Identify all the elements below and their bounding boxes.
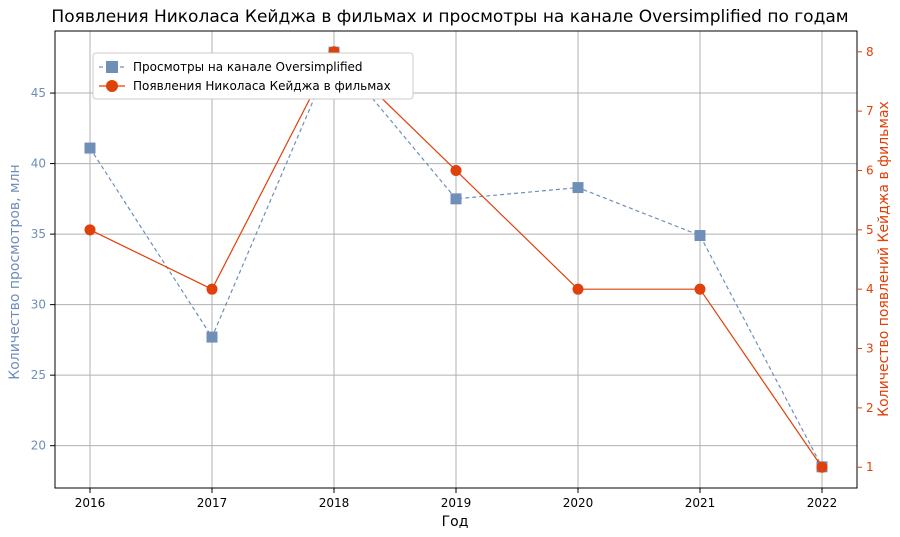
views-point: [84, 142, 96, 154]
y-right-tick-label: 3: [866, 342, 874, 356]
series-cage: [84, 46, 828, 473]
cage-point: [694, 283, 706, 295]
cage-point: [84, 224, 96, 236]
legend-item-cage: Появления Николаса Кейджа в фильмах: [99, 79, 391, 93]
x-tick-label: 2022: [807, 496, 838, 510]
y-right-tick-label: 7: [866, 104, 874, 118]
y-left-tick-label: 25: [31, 368, 46, 382]
y-right-tick-label: 5: [866, 223, 874, 237]
legend-item-views: Просмотры на канале Oversimplified: [99, 60, 363, 74]
y-right-tick-label: 4: [866, 282, 874, 296]
views-point: [572, 182, 584, 194]
cage-point: [450, 164, 462, 176]
views-point: [206, 331, 218, 343]
y-left-axis-label: Количество просмотров, млн: [7, 164, 23, 379]
y-right-tick-label: 6: [866, 163, 874, 177]
views-point: [694, 230, 706, 242]
x-axis-ticks: 2016 2017 2018 2019 2020 2021 2022: [75, 488, 838, 510]
y-right-tick-label: 2: [866, 401, 874, 415]
y-left-tick-label: 35: [31, 227, 46, 241]
y-right-axis-ticks: 1 2 3 4 5 6 7 8: [857, 45, 874, 474]
x-tick-label: 2021: [685, 496, 716, 510]
x-tick-label: 2018: [319, 496, 350, 510]
legend: Просмотры на канале Oversimplified Появл…: [92, 52, 414, 100]
grid: [55, 31, 857, 488]
y-right-tick-label: 8: [866, 45, 874, 59]
x-tick-label: 2020: [563, 496, 594, 510]
legend-marker-views: [106, 61, 118, 73]
y-left-tick-label: 40: [31, 157, 46, 171]
x-axis-label: Год: [442, 514, 469, 530]
legend-label-views: Просмотры на канале Oversimplified: [133, 60, 363, 74]
x-tick-label: 2016: [75, 496, 106, 510]
legend-box: [92, 52, 414, 100]
x-tick-label: 2017: [197, 496, 228, 510]
cage-point: [206, 283, 218, 295]
y-right-tick-label: 1: [866, 460, 874, 474]
x-tick-label: 2019: [441, 496, 472, 510]
legend-label-cage: Появления Николаса Кейджа в фильмах: [133, 79, 391, 93]
chart-title: Появления Николаса Кейджа в фильмах и пр…: [51, 7, 848, 27]
cage-point: [816, 461, 828, 473]
y-left-tick-label: 20: [31, 439, 46, 453]
y-left-tick-label: 30: [31, 298, 46, 312]
y-right-axis-label: Количество появлений Кейджа в фильмах: [876, 101, 892, 417]
cage-point: [572, 283, 584, 295]
views-point: [450, 193, 462, 205]
y-left-tick-label: 45: [31, 86, 46, 100]
y-left-axis-ticks: 20 25 30 35 40 45: [31, 86, 55, 453]
legend-marker-cage: [106, 80, 118, 92]
